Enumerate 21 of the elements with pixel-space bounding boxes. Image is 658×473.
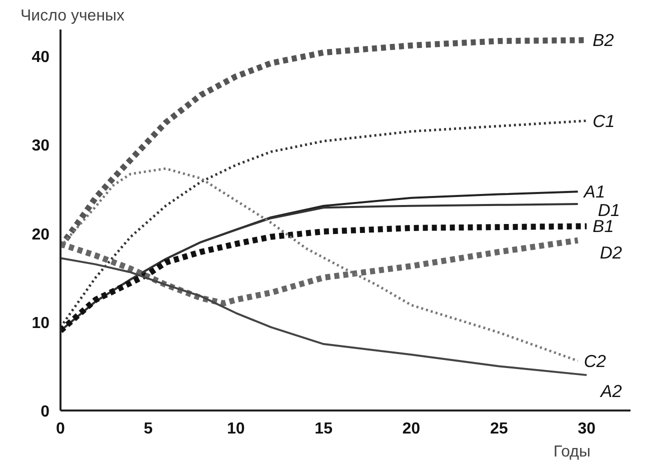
y-tick-label: 40 [32,49,50,66]
x-tick-label: 15 [314,420,333,438]
x-tick-label: 30 [578,420,596,438]
x-tick-label: 20 [402,420,420,438]
y-axis-title: Число ученых [20,8,125,24]
x-axis-title: Годы [554,444,591,460]
x-tick-label: 10 [226,420,245,438]
series-label: B2 [592,30,614,50]
series-label: C2 [584,350,606,371]
series-label: A2 [600,381,622,402]
x-tick-label: 0 [56,420,66,438]
x-tick-label: 5 [144,420,153,438]
line-series [60,167,580,362]
y-tick-label: 0 [40,404,50,420]
y-tick-label: 10 [32,314,50,332]
y-tick-label: 20 [32,226,50,244]
x-tick-label: 25 [490,420,508,438]
series-label: A1 [582,182,606,202]
y-tick-label: 30 [32,138,50,155]
series-label: D2 [600,242,622,262]
series-label: C1 [592,110,615,131]
